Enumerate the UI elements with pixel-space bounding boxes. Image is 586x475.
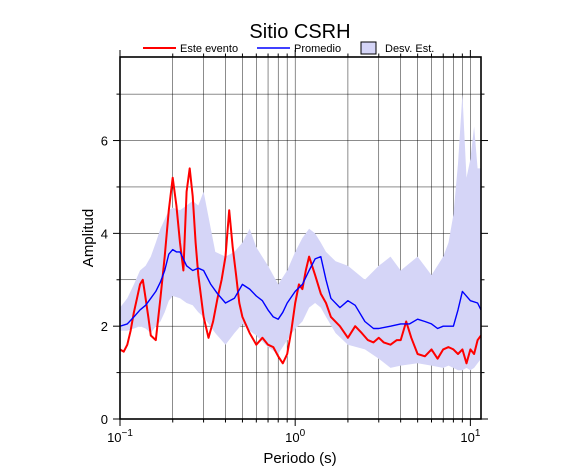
legend-label-band: Desv. Est. <box>385 43 434 55</box>
plot-frame <box>119 56 482 420</box>
plot-area: 0 2 4 6 10−1 100 101 <box>101 50 488 445</box>
std-band <box>120 94 481 371</box>
y-axis-label: Amplitud <box>80 209 97 267</box>
legend-swatch-band <box>360 41 377 55</box>
legend-label-mean: Promedio <box>294 43 341 55</box>
series-lines <box>120 167 481 365</box>
y-tick-label: 4 <box>101 226 108 241</box>
event-series-line <box>120 167 481 365</box>
x-tick-label: 10−1 <box>107 428 133 445</box>
y-tick-label: 0 <box>101 412 108 427</box>
chart-title: Sitio CSRH <box>249 21 350 43</box>
x-tick-label: 100 <box>285 428 305 445</box>
legend: Este evento Promedio Desv. Est. <box>143 41 434 55</box>
y-tick-label: 2 <box>101 319 108 334</box>
y-tick-label: 6 <box>101 134 108 149</box>
axis-ticks: 0 2 4 6 10−1 100 101 <box>101 50 488 445</box>
legend-label-event: Este evento <box>180 43 238 55</box>
x-axis-label: Periodo (s) <box>263 450 336 467</box>
x-tick-label: 101 <box>460 428 480 445</box>
mean-series-line <box>120 248 481 330</box>
std-band-area <box>120 94 481 371</box>
